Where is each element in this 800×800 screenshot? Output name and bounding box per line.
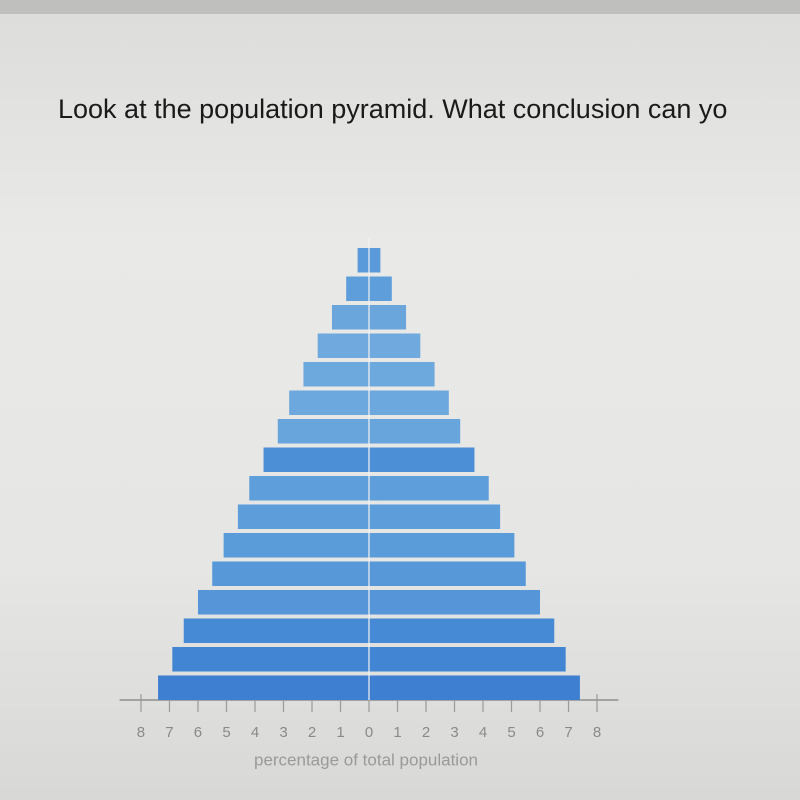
- bar: [369, 361, 435, 387]
- x-tick-label: 2: [308, 724, 316, 741]
- x-tick-label: 7: [165, 724, 173, 741]
- bar: [197, 589, 369, 615]
- bar: [317, 333, 369, 359]
- bar: [212, 561, 369, 587]
- bar: [237, 504, 369, 530]
- bar: [369, 618, 555, 644]
- x-tick-label: 8: [137, 724, 145, 741]
- bar: [369, 646, 566, 672]
- x-tick-label: 3: [279, 724, 287, 741]
- x-tick-label: 1: [336, 724, 344, 741]
- bar: [303, 361, 369, 387]
- x-tick-label: 5: [222, 724, 230, 741]
- bar: [357, 247, 369, 273]
- bar: [369, 447, 475, 473]
- bar: [223, 532, 369, 558]
- bar: [183, 618, 369, 644]
- question-text: Look at the population pyramid. What con…: [58, 94, 728, 124]
- bar: [369, 675, 580, 701]
- bar: [369, 333, 421, 359]
- bar: [369, 532, 515, 558]
- bar: [369, 304, 407, 330]
- top-bar: [0, 0, 800, 14]
- bar: [369, 247, 381, 273]
- x-tick-label: 0: [365, 724, 373, 741]
- bar: [289, 390, 369, 416]
- x-tick-label: 7: [564, 724, 572, 741]
- bar: [369, 504, 501, 530]
- x-tick-label: 4: [479, 724, 487, 741]
- x-tick-label: 6: [194, 724, 202, 741]
- bar: [277, 418, 369, 444]
- x-tick-label: 5: [507, 724, 515, 741]
- bar: [369, 390, 449, 416]
- x-tick-label: 2: [422, 724, 430, 741]
- bar: [369, 475, 489, 501]
- x-tick-label: 1: [393, 724, 401, 741]
- x-tick-label: 6: [536, 724, 544, 741]
- bar: [331, 304, 369, 330]
- bar: [369, 276, 392, 302]
- bar: [158, 675, 369, 701]
- x-tick-label: 4: [251, 724, 259, 741]
- bar: [369, 418, 461, 444]
- bar: [263, 447, 369, 473]
- x-tick-label: 8: [593, 724, 601, 741]
- bar: [172, 646, 369, 672]
- x-tick-label: 3: [450, 724, 458, 741]
- bar: [369, 561, 526, 587]
- x-axis-title: percentage of total population: [254, 750, 478, 769]
- bar: [346, 276, 369, 302]
- bar: [249, 475, 369, 501]
- bar: [369, 589, 541, 615]
